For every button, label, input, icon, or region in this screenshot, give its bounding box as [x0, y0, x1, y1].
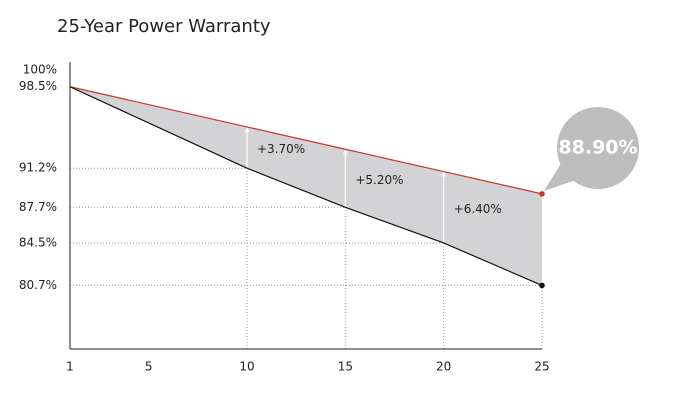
- arrow-head: [441, 171, 447, 177]
- y-tick-label: 98.5%: [19, 79, 57, 93]
- y-tick-label: 100%: [23, 63, 57, 77]
- end-point: [539, 282, 545, 289]
- gap-label: +5.20%: [355, 173, 403, 187]
- x-tick-label: 10: [239, 360, 254, 374]
- arrow-head: [342, 149, 348, 155]
- x-tick-label: 25: [534, 360, 549, 374]
- x-tick-label: 15: [338, 360, 353, 374]
- y-tick-label: 87.7%: [19, 200, 57, 214]
- gap-label: +3.70%: [257, 142, 305, 156]
- arrow-head: [244, 126, 250, 132]
- x-tick-label: 1: [66, 360, 74, 374]
- gap-label: +6.40%: [454, 202, 502, 216]
- y-tick-label: 80.7%: [19, 278, 57, 292]
- chart-title: 25-Year Power Warranty: [57, 16, 271, 37]
- y-tick-label: 84.5%: [19, 235, 57, 249]
- gap-area: [70, 86, 542, 286]
- y-tick-label: 91.2%: [19, 161, 57, 175]
- x-tick-label: 5: [145, 360, 153, 374]
- end-point: [539, 191, 545, 197]
- x-tick-label: 20: [436, 360, 451, 374]
- callout-bubble: [544, 162, 576, 191]
- series-line: [69, 86, 543, 195]
- series-line: [69, 86, 543, 286]
- callout-bubble: [557, 107, 639, 189]
- callout-text: 88.90%: [558, 137, 637, 159]
